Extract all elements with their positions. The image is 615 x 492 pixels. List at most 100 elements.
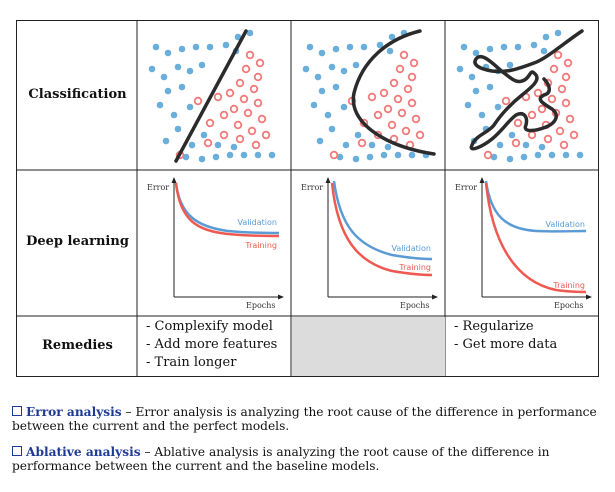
- red-point: [511, 138, 521, 148]
- blue-point: [214, 141, 222, 149]
- blue-point: [192, 43, 200, 51]
- x-axis-label: Epochs: [246, 301, 276, 310]
- axes: [171, 177, 284, 300]
- red-point: [229, 104, 239, 114]
- blue-point: [388, 33, 396, 41]
- red-point: [359, 118, 369, 128]
- training-label: Training: [552, 281, 585, 290]
- training-curve: [330, 182, 433, 277]
- remedy-item: - Get more data: [454, 337, 558, 352]
- blue-point: [148, 65, 156, 73]
- blue-point: [486, 83, 494, 91]
- blue-point: [500, 43, 508, 51]
- red-point: [401, 126, 411, 136]
- blue-point: [478, 111, 486, 119]
- linear-decision-boundary: [174, 29, 248, 163]
- red-point: [225, 88, 235, 98]
- red-point: [537, 104, 547, 114]
- validation-label: Validation: [391, 244, 431, 253]
- red-point: [261, 130, 271, 140]
- red-point: [415, 130, 425, 140]
- training-curve: [484, 182, 587, 294]
- definition-ablative-analysis: Ablative analysis – Ablative analysis is…: [12, 445, 608, 473]
- red-point: [243, 108, 253, 118]
- axes: [479, 177, 592, 300]
- classification-overfit-plot: [456, 29, 584, 163]
- blue-point: [346, 43, 354, 51]
- red-point: [241, 64, 251, 74]
- blue-point: [318, 87, 326, 95]
- red-point: [395, 64, 405, 74]
- y-axis-label: Error: [301, 183, 323, 192]
- blue-point: [366, 153, 374, 161]
- training-curve: [174, 182, 280, 238]
- blue-point: [318, 49, 326, 57]
- checkbox-square-icon: [12, 446, 22, 456]
- blue-point: [534, 151, 542, 159]
- blue-point: [508, 131, 516, 139]
- axes: [325, 177, 438, 300]
- blue-point: [394, 151, 402, 159]
- red-point: [235, 78, 245, 88]
- red-point: [561, 98, 571, 108]
- blue-point: [496, 141, 504, 149]
- blue-point: [186, 67, 194, 75]
- red-point: [367, 92, 377, 102]
- row-label-deep-learning: Deep learning: [26, 234, 129, 249]
- blue-point: [234, 33, 242, 41]
- blue-point: [156, 101, 164, 109]
- red-point: [387, 120, 397, 130]
- blue-point: [314, 73, 322, 81]
- blue-point: [328, 125, 336, 133]
- remedy-item: - Train longer: [146, 355, 237, 370]
- red-point: [533, 88, 543, 98]
- blue-point: [178, 83, 186, 91]
- blue-point: [336, 153, 344, 161]
- blue-point: [340, 103, 348, 111]
- red-point: [249, 84, 259, 94]
- definition-text: – Error analysis is analyzing the root c…: [12, 405, 597, 433]
- blue-point: [380, 151, 388, 159]
- red-point: [383, 104, 393, 114]
- blue-point: [352, 155, 360, 163]
- definition-term: Error analysis: [26, 405, 122, 419]
- red-point: [233, 120, 243, 130]
- blue-point: [506, 155, 514, 163]
- red-point: [555, 126, 565, 136]
- training-label: Training: [244, 241, 277, 250]
- blue-point: [456, 65, 464, 73]
- curved-decision-boundary: [351, 29, 436, 156]
- blue-point: [342, 141, 350, 149]
- validation-label: Validation: [237, 218, 277, 227]
- blue-point: [542, 33, 550, 41]
- red-point: [329, 150, 339, 160]
- blue-point: [490, 153, 498, 161]
- overfit-decision-boundary: [469, 29, 584, 151]
- blue-point: [540, 47, 548, 55]
- red-point: [553, 50, 563, 60]
- blue-point: [240, 151, 248, 159]
- blue-point: [360, 43, 368, 51]
- blue-point: [354, 131, 362, 139]
- blue-point: [174, 63, 182, 71]
- blue-point: [306, 43, 314, 51]
- blue-point: [164, 49, 172, 57]
- red-point: [239, 94, 249, 104]
- blue-point: [316, 137, 324, 145]
- red-point: [403, 84, 413, 94]
- blue-point: [386, 47, 394, 55]
- red-point: [527, 110, 537, 120]
- comparison-table-grid: [16, 20, 599, 377]
- blue-point: [548, 151, 556, 159]
- blue-point: [520, 153, 528, 161]
- blue-point: [468, 73, 476, 81]
- blue-point: [332, 83, 340, 91]
- validation-curve: [484, 180, 587, 233]
- scatter-points: [302, 29, 430, 163]
- red-point: [543, 134, 553, 144]
- learning-curve-overfit: Error Epochs Validation Training: [455, 177, 592, 310]
- training-label: Training: [398, 263, 431, 272]
- blue-point: [246, 29, 254, 37]
- blue-point: [384, 143, 392, 151]
- red-point: [253, 98, 263, 108]
